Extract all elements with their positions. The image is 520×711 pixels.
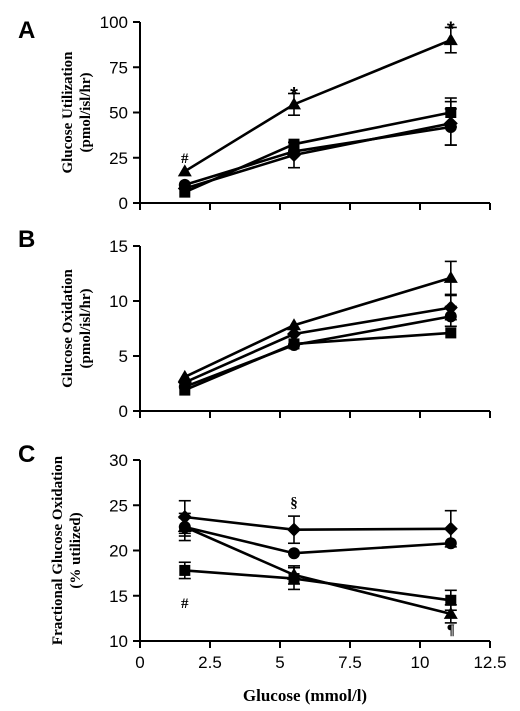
series-line <box>184 276 452 379</box>
panel-a: A 0 25 50 75 100 Glucose Utilization (pmol/isl/… <box>18 13 491 213</box>
data-point-square <box>179 564 191 576</box>
data-point-triangle <box>287 318 301 331</box>
y-tick-label: 0 <box>119 402 128 421</box>
y-tick-label: 30 <box>109 451 128 470</box>
data-point-square <box>445 327 457 339</box>
y-tick-label: 50 <box>109 104 128 123</box>
data-point-triangle <box>443 33 458 46</box>
series-line <box>184 111 452 194</box>
y-tick-label: 10 <box>109 292 128 311</box>
data-point-circle <box>288 547 300 560</box>
series-diamond <box>177 499 458 548</box>
x-axis-label: Glucose (mmol/l) <box>243 686 367 705</box>
panel-letter: A <box>18 17 35 44</box>
x-tick-label: 5 <box>275 653 284 672</box>
y-axis-label: Glucose Utilization <box>60 51 76 174</box>
data-point-triangle <box>287 97 301 110</box>
y-tick-label: 25 <box>109 496 128 515</box>
data-point-triangle <box>443 606 458 619</box>
data-point-square <box>445 594 457 606</box>
y-tick-label: 75 <box>109 58 128 77</box>
y-axis-label: (pmol/isl/hr) <box>78 72 94 152</box>
series-square <box>178 561 457 612</box>
data-point-triangle <box>177 164 192 177</box>
series-circle <box>178 305 457 393</box>
panel-letter: C <box>18 441 35 468</box>
y-tick-label: 15 <box>109 587 128 606</box>
x-tick-label: 2.5 <box>198 653 222 672</box>
data-point-triangle <box>177 519 192 532</box>
y-tick-label: 20 <box>109 542 128 561</box>
annotation-mark: * <box>447 19 455 41</box>
panel-letter: B <box>18 226 35 253</box>
x-tick-label: 10 <box>411 653 430 672</box>
x-tick-label: 12.5 <box>473 653 506 672</box>
data-point-diamond <box>287 327 301 341</box>
panel-b: B 0 5 10 15 Glucose Oxidation (pmol/isl/hr) <box>18 226 491 421</box>
data-point-circle <box>178 178 191 191</box>
series-line <box>184 515 451 531</box>
annotation-mark: ¶ <box>447 622 455 638</box>
x-tick-label: 7.5 <box>338 653 362 672</box>
series-triangle <box>177 26 458 177</box>
series-line <box>184 525 451 555</box>
data-point-square <box>288 338 300 350</box>
annotation-mark: * <box>290 84 298 106</box>
series-triangle <box>177 517 458 624</box>
panel-c: C 10 15 20 25 30 0 2.5 5 7.5 10 12.5 Fractional Gluc… <box>18 441 507 705</box>
series-square <box>179 327 457 396</box>
y-tick-label: 25 <box>109 149 128 168</box>
series-line <box>184 525 452 616</box>
y-tick-label: 5 <box>119 347 128 366</box>
series-line <box>184 38 452 173</box>
y-tick-label: 0 <box>119 194 128 213</box>
data-point-square <box>288 573 300 585</box>
data-point-circle <box>288 145 300 158</box>
series-circle <box>178 512 457 560</box>
data-point-square <box>179 384 191 396</box>
data-point-circle <box>444 537 457 550</box>
annotation-mark: # <box>181 151 189 167</box>
series-line <box>184 569 451 602</box>
y-axis-label: (pmol/isl/hr) <box>78 288 94 368</box>
data-point-circle <box>444 120 457 133</box>
series-line <box>184 315 452 389</box>
y-tick-label: 100 <box>100 13 128 32</box>
data-point-circle <box>444 310 457 323</box>
y-axis-label: Fractional Glucose Oxidation <box>50 455 66 645</box>
y-axis-label: Glucose Oxidation <box>60 268 76 387</box>
annotation-mark: § <box>290 496 298 512</box>
annotation-mark: # <box>181 596 189 612</box>
data-point-diamond <box>443 521 458 536</box>
y-tick-label: 15 <box>109 237 128 256</box>
x-tick-label: 0 <box>135 653 144 672</box>
series-circle <box>178 108 457 191</box>
y-axis-label: (% utilized) <box>68 512 84 588</box>
data-point-triangle <box>443 270 458 283</box>
data-point-diamond <box>287 522 301 537</box>
series-line <box>184 331 451 392</box>
y-tick-label: 10 <box>109 632 128 651</box>
